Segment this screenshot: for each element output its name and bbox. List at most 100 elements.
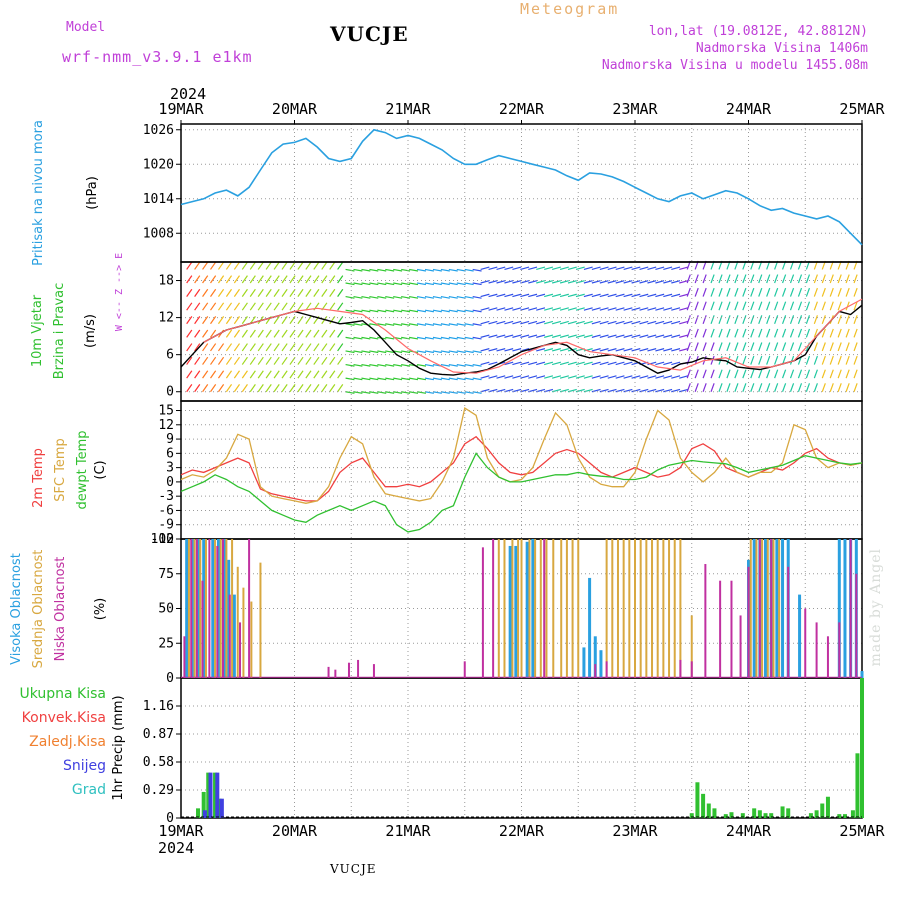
wind-arrow (265, 329, 272, 338)
wind-arrow (464, 309, 474, 313)
wind-arrow (631, 375, 641, 379)
wind-arrow (567, 334, 577, 338)
wind-arrow (249, 302, 256, 311)
wind-arrow (281, 356, 288, 365)
wind-arrow (512, 348, 522, 352)
cloud-bar (531, 539, 535, 678)
wind-arrow (575, 361, 585, 366)
wind-arrow (305, 302, 312, 311)
cloud-bar (190, 539, 194, 678)
wind-arrow (631, 334, 641, 338)
wind-arrow (544, 293, 554, 298)
wind-arrow (813, 315, 818, 324)
wind-arrow (837, 328, 842, 338)
wind-arrow (599, 334, 609, 338)
wind-arrow (305, 343, 312, 352)
wind-arrow (416, 268, 427, 272)
wind-arrow (805, 328, 811, 338)
wind-arrow (401, 363, 411, 367)
wind-arrow (710, 315, 715, 324)
precip-bar (820, 803, 825, 818)
wind-arrow (789, 328, 795, 338)
wind-arrow (710, 328, 715, 338)
cloud-bar (571, 539, 574, 678)
wind-arrow (615, 334, 625, 338)
wind-arrow (297, 384, 304, 393)
wind-arrow (742, 301, 747, 311)
wind-arrow (202, 343, 209, 352)
wind-arrow (512, 375, 522, 379)
wind-arrow (805, 315, 811, 324)
wind-arrow (480, 293, 490, 298)
wind-arrow (385, 391, 395, 394)
cloud-bar (534, 539, 537, 678)
wind-arrow (233, 329, 240, 338)
cloud-bar (860, 671, 864, 678)
precip-bar (842, 814, 847, 818)
cloud-bar (798, 594, 802, 678)
wind-arrow (599, 293, 609, 298)
wind-arrow (321, 329, 328, 338)
wind-arrow (559, 361, 569, 366)
wind-arrow (591, 348, 601, 352)
wind-arrow (853, 287, 858, 297)
wind-arrow (671, 307, 681, 311)
wind-arrow (241, 275, 248, 284)
wind-arrow (829, 342, 834, 352)
wind-arrow (726, 274, 731, 284)
wind-arrow (599, 348, 609, 352)
cloud-bar (752, 539, 756, 678)
wind-arrow (217, 288, 225, 297)
wind-arrow (377, 363, 387, 367)
temp-unit: (C) (93, 460, 108, 479)
wind-arrow (623, 307, 633, 311)
wind-arrow (321, 356, 328, 365)
cloud-bar (528, 539, 531, 678)
wind-arrow (734, 369, 739, 379)
y-tick-label: 1026 (143, 123, 174, 138)
wind-arrow (313, 329, 320, 338)
wind-arrow (424, 363, 434, 367)
wind-arrow (401, 296, 411, 299)
wind-arrow (313, 343, 320, 352)
cloud-bar (662, 539, 665, 678)
wind-arrow (194, 288, 201, 297)
wind-arrow (575, 307, 585, 311)
wind-arrow (718, 315, 723, 324)
y-tick-label: 12 (158, 311, 174, 326)
cloud-bar (196, 539, 200, 678)
wind-arrow (225, 288, 233, 297)
wind-arrow (766, 328, 771, 338)
wind-arrow (853, 315, 858, 324)
wind-arrow (273, 356, 280, 365)
wind-arrow (305, 261, 312, 270)
y-tick-label: 100 (151, 532, 174, 547)
wind-arrow (464, 268, 474, 272)
wind-arrow (655, 348, 665, 352)
wind-arrow (265, 356, 272, 365)
wind-arrow (575, 266, 585, 270)
wind-arrow (663, 334, 673, 338)
meteogram-label: Meteogram (520, 0, 620, 18)
wind-arrow (623, 280, 633, 284)
wind-arrow (829, 328, 834, 338)
wind-arrow (210, 288, 217, 297)
y-tick-label: 12 (158, 418, 174, 433)
wind-arrow (385, 309, 395, 313)
wind-arrow (655, 375, 665, 379)
wind-arrow (409, 282, 419, 286)
wind-arrow (361, 350, 371, 354)
y-tick-label: 1020 (143, 157, 174, 172)
wind-arrow (750, 287, 755, 297)
wind-arrow (718, 301, 723, 311)
wind-arrow (639, 307, 649, 311)
wind-arrow (504, 293, 514, 298)
cloud-bar (690, 615, 693, 678)
wind-arrow (694, 301, 699, 311)
wind-arrow (464, 296, 474, 299)
wind-arrow (599, 361, 609, 366)
wind-arrow (202, 288, 209, 297)
wind-arrow (591, 320, 601, 325)
wind-arrow (853, 369, 858, 379)
pressure-unit: (hPa) (85, 176, 100, 210)
